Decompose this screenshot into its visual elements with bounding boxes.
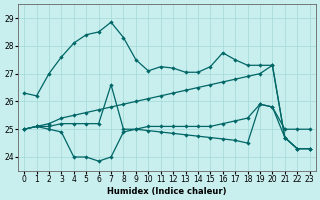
X-axis label: Humidex (Indice chaleur): Humidex (Indice chaleur) xyxy=(107,187,227,196)
